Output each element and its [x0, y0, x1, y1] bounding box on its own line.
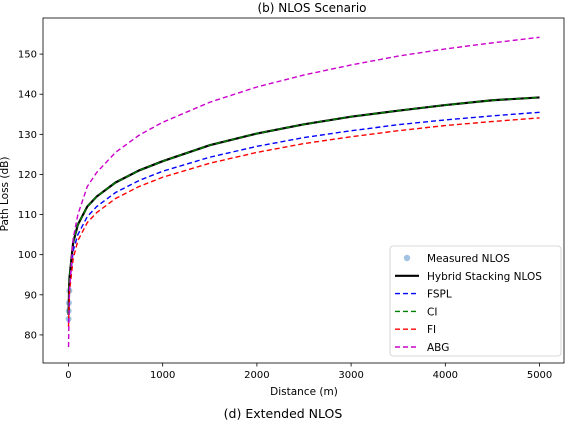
series-line-ci: [67, 96, 540, 315]
x-tick-label: 1000: [150, 370, 175, 381]
y-tick-label: 100: [18, 250, 37, 261]
series-line-fi: [67, 117, 540, 327]
x-tick-label: 2000: [244, 370, 269, 381]
series-line-fspl: [67, 111, 540, 323]
legend-label-ci: CI: [427, 306, 437, 318]
y-tick-label: 130: [18, 130, 37, 141]
y-tick-label: 110: [18, 210, 37, 221]
legend-label-hybrid-stacking-nlos: Hybrid Stacking NLOS: [427, 271, 542, 283]
x-tick-label: 4000: [433, 370, 458, 381]
y-tick-label: 80: [24, 330, 37, 341]
series-line-abg: [67, 36, 540, 347]
x-tick-label: 0: [65, 370, 71, 381]
plot-frame: [42, 17, 565, 364]
plot-area: 0 1000 2000 3000 4000 5000 80 90 100 110 120 130 140…: [18, 17, 565, 381]
y-tick-label: 120: [18, 170, 37, 181]
chart-caption: (d) Extended NLOS: [224, 406, 343, 421]
legend-box: [389, 245, 562, 357]
legend-marker-measured-nlos: [403, 254, 411, 262]
x-tick-label: 5000: [527, 370, 552, 381]
y-tick-label: 90: [24, 290, 37, 301]
legend-label-measured-nlos: Measured NLOS: [427, 253, 510, 265]
legend-label-fi: FI: [427, 324, 436, 336]
x-tick-label: 3000: [338, 370, 363, 381]
legend-label-fspl: FSPL: [427, 289, 452, 301]
y-axis-label: Path Loss (dB): [0, 157, 11, 232]
legend-label-abg: ABG: [427, 342, 449, 354]
y-tick-label: 140: [18, 90, 37, 101]
chart-title: (b) NLOS Scenario: [257, 1, 366, 15]
y-tick-label: 150: [18, 50, 37, 61]
x-axis-label: Distance (m): [270, 386, 338, 398]
